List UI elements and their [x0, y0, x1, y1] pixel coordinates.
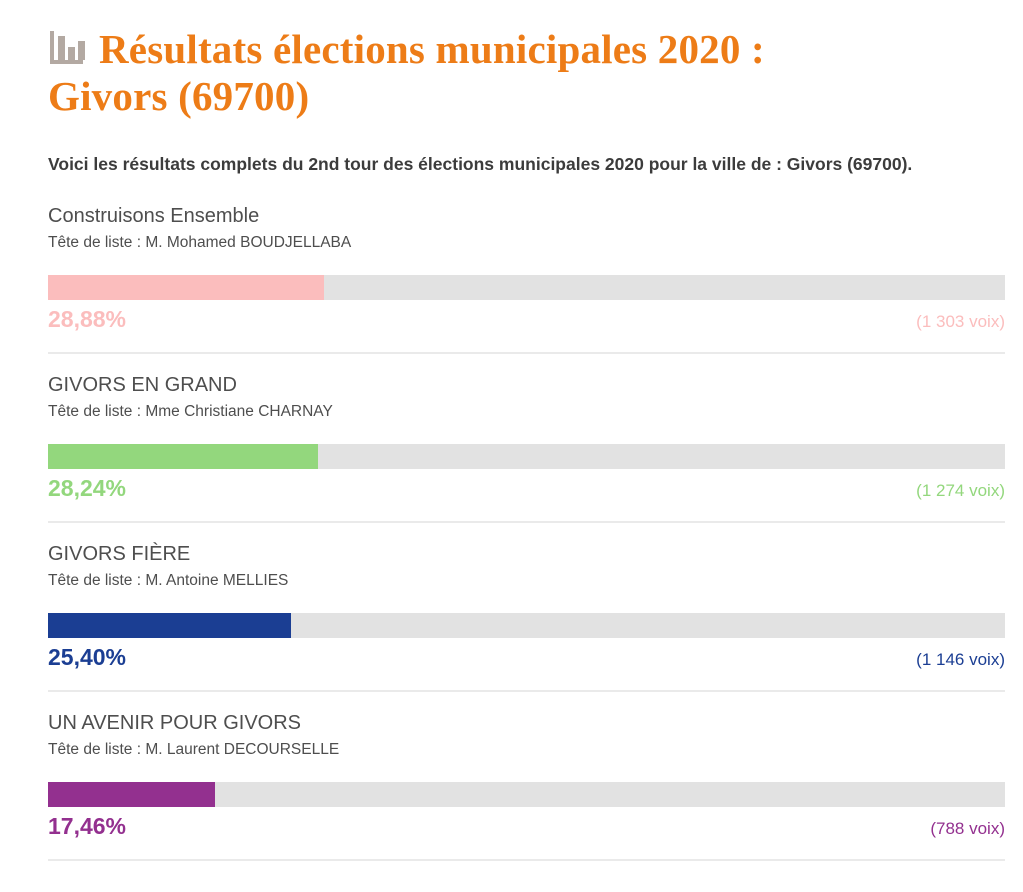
- vote-bar-fill: [48, 782, 216, 807]
- page-title: Résultats élections municipales 2020 : G…: [48, 26, 1005, 120]
- list-name: Construisons Ensemble: [48, 205, 260, 227]
- votes-count: (1 303 voix): [916, 312, 1005, 331]
- result-row: 25,40% (1 146 voix): [48, 644, 1005, 671]
- result-row: 28,88% (1 303 voix): [48, 306, 1005, 333]
- vote-bar-track: [48, 613, 1005, 638]
- vote-bar-track: [48, 444, 1005, 469]
- vote-bar-track: [48, 275, 1005, 300]
- vote-bar-track: [48, 782, 1005, 807]
- list-name: GIVORS FIÈRE: [48, 543, 191, 565]
- results-list: Construisons Ensemble Tête de liste : M.…: [48, 204, 1005, 861]
- bar-chart-icon: [50, 31, 85, 64]
- results-page: Résultats élections municipales 2020 : G…: [48, 26, 1005, 861]
- result-row: 28,24% (1 274 voix): [48, 475, 1005, 502]
- list-head-of-list: Tête de liste : Mme Christiane CHARNAY: [48, 403, 333, 420]
- percent-value: 25,40%: [48, 644, 127, 670]
- percent-value: 28,24%: [48, 475, 127, 501]
- result-block: GIVORS FIÈRE Tête de liste : M. Antoine …: [48, 542, 1005, 692]
- result-row: 17,46% (788 voix): [48, 813, 1005, 840]
- votes-count: (788 voix): [930, 819, 1005, 838]
- title-line-1: Résultats élections municipales 2020 :: [99, 26, 765, 72]
- votes-count: (1 146 voix): [916, 650, 1005, 669]
- votes-count: (1 274 voix): [916, 481, 1005, 500]
- vote-bar-fill: [48, 275, 325, 300]
- list-head-of-list: Tête de liste : M. Mohamed BOUDJELLABA: [48, 234, 352, 251]
- title-line-2: Givors (69700): [48, 73, 310, 119]
- result-block: UN AVENIR POUR GIVORS Tête de liste : M.…: [48, 711, 1005, 861]
- vote-bar-fill: [48, 444, 319, 469]
- list-head-of-list: Tête de liste : M. Laurent DECOURSELLE: [48, 741, 340, 758]
- percent-value: 28,88%: [48, 306, 127, 332]
- vote-bar-fill: [48, 613, 292, 638]
- list-head-of-list: Tête de liste : M. Antoine MELLIES: [48, 572, 289, 589]
- intro-text: Voici les résultats complets du 2nd tour…: [48, 154, 913, 174]
- list-name: UN AVENIR POUR GIVORS: [48, 712, 302, 734]
- list-name: GIVORS EN GRAND: [48, 374, 237, 396]
- result-block: Construisons Ensemble Tête de liste : M.…: [48, 204, 1005, 354]
- percent-value: 17,46%: [48, 813, 127, 839]
- result-block: GIVORS EN GRAND Tête de liste : Mme Chri…: [48, 373, 1005, 523]
